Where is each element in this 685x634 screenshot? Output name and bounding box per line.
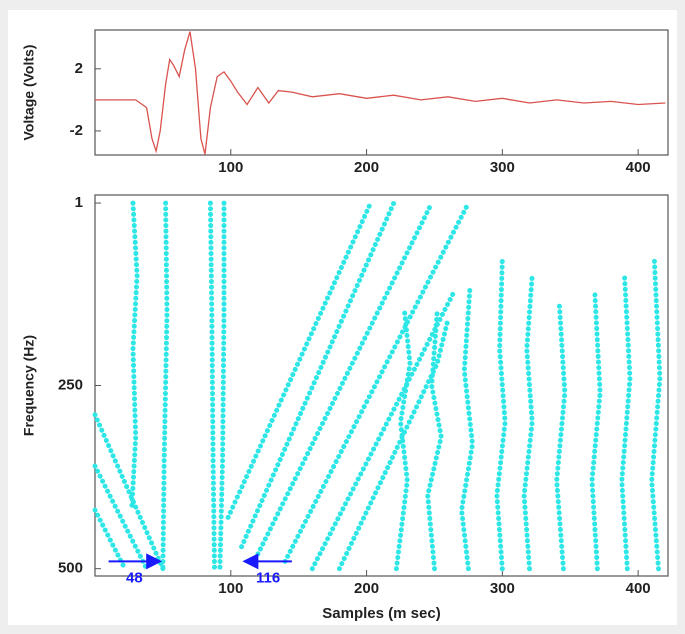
- x-tick-label: 400: [626, 580, 651, 597]
- x-tick-label: 400: [626, 159, 651, 176]
- y-tick-label: 500: [58, 560, 83, 577]
- y-tick-label: 2: [75, 60, 83, 77]
- data-line: [207, 200, 217, 572]
- x-tick-label: 300: [490, 580, 515, 597]
- x-tick-label: 100: [218, 159, 243, 176]
- data-line: [425, 309, 444, 572]
- y-axis-title: Frequency (Hz): [21, 335, 37, 436]
- data-line: [459, 287, 476, 572]
- y-tick-label: 250: [58, 376, 83, 393]
- data-line: [494, 258, 508, 572]
- data-line: [393, 309, 413, 572]
- data-line: [282, 200, 471, 564]
- data-line: [589, 287, 603, 572]
- data-line: [95, 31, 666, 155]
- y-tick-label: 1: [75, 194, 83, 211]
- x-tick-label: 300: [490, 159, 515, 176]
- data-line: [92, 507, 128, 572]
- data-line: [225, 200, 374, 520]
- annotation-label: 48: [126, 569, 143, 586]
- data-line: [649, 258, 663, 572]
- data-line: [336, 317, 451, 572]
- y-tick-label: -2: [70, 122, 83, 139]
- data-line: [239, 200, 397, 550]
- data-line: [255, 200, 435, 557]
- x-tick-label: 100: [218, 580, 243, 597]
- plot-frame: [94, 29, 669, 156]
- annotation-label: 116: [256, 569, 280, 586]
- data-line: [92, 463, 150, 572]
- data-line: [619, 273, 633, 572]
- data-line: [521, 273, 535, 572]
- data-line: [309, 287, 458, 572]
- data-line: [92, 412, 166, 572]
- x-axis-title: Samples (m sec): [322, 605, 440, 622]
- y-axis-title: Voltage (Volts): [21, 45, 37, 141]
- x-tick-label: 200: [354, 159, 379, 176]
- data-line: [129, 200, 140, 513]
- data-line: [554, 302, 568, 572]
- x-tick-label: 200: [354, 580, 379, 597]
- data-line: [217, 200, 227, 572]
- data-line: [160, 200, 170, 572]
